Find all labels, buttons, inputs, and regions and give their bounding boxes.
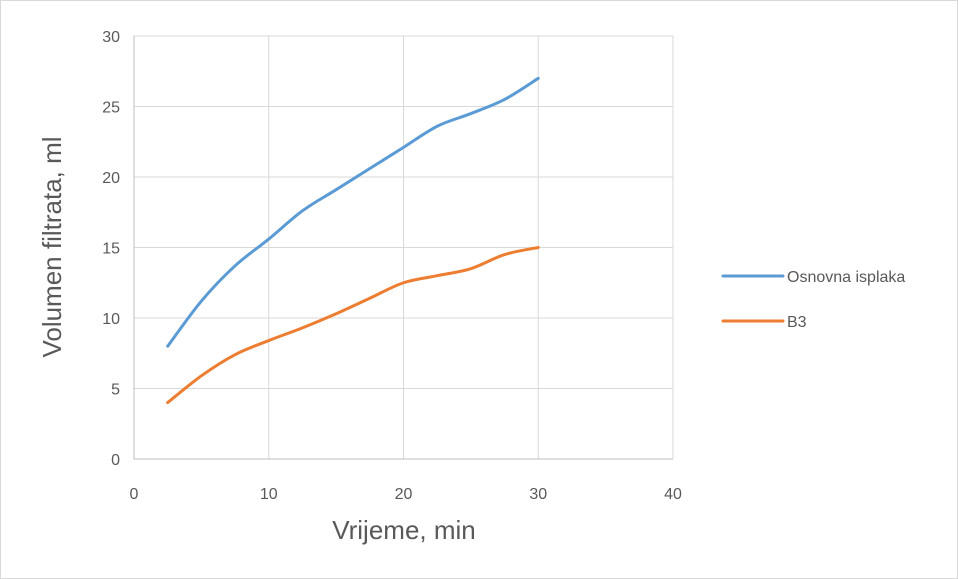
x-tick-label: 0 [130,486,139,503]
axes [133,36,673,460]
series-lines [166,76,540,405]
y-tick-label: 5 [111,382,120,399]
y-axis-title: Volumen filtrata, ml [37,136,67,357]
legend-label-b3: B3 [787,314,807,331]
x-tick-label: 40 [664,486,682,503]
series-line-osnovna-isplaka [166,76,540,348]
y-tick-label: 0 [111,452,120,469]
x-axis-title: Vrijeme, min [332,515,476,545]
y-tick-label: 15 [102,241,120,258]
series-line-b3 [166,246,540,405]
x-tick-label: 20 [395,486,413,503]
y-tick-label: 25 [102,100,120,117]
legend: Osnovna isplaka B3 [721,269,905,331]
x-tick-labels: 0 10 20 30 40 [130,486,682,503]
y-tick-label: 10 [102,311,120,328]
legend-label-osnovna-isplaka: Osnovna isplaka [787,269,905,286]
y-tick-labels: 0 5 10 15 20 25 30 [102,29,120,469]
legend-item-osnovna-isplaka: Osnovna isplaka [721,269,905,286]
gridlines [134,35,674,459]
y-tick-label: 20 [102,170,120,187]
legend-item-b3: B3 [721,314,807,331]
x-tick-label: 10 [260,486,278,503]
y-tick-label: 30 [102,29,120,46]
x-tick-label: 30 [529,486,547,503]
